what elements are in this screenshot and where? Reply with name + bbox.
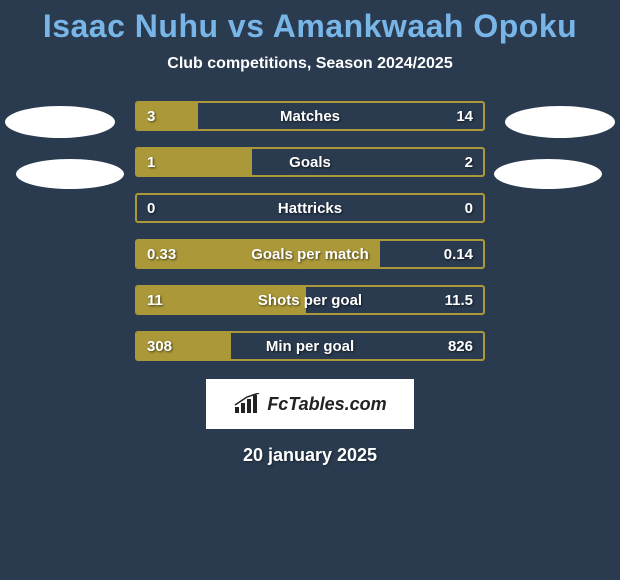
stat-left-value: 3: [147, 108, 155, 125]
stat-left-value: 308: [147, 338, 172, 355]
stat-right-value: 826: [448, 338, 473, 355]
stat-right-value: 0.14: [444, 246, 473, 263]
subtitle: Club competitions, Season 2024/2025: [0, 55, 620, 73]
stat-left-value: 0: [147, 200, 155, 217]
stat-right-value: 11.5: [445, 292, 473, 309]
stat-label: Shots per goal: [258, 292, 362, 309]
stat-label: Hattricks: [278, 200, 342, 217]
player-right-avatar-1: [505, 106, 615, 138]
logo-box: FcTables.com: [206, 379, 414, 429]
stat-right-value: 2: [465, 154, 473, 171]
stat-label: Goals per match: [251, 246, 369, 263]
stat-label: Matches: [280, 108, 340, 125]
stat-right-value: 14: [456, 108, 473, 125]
stat-left-value: 1: [147, 154, 155, 171]
logo-text: FcTables.com: [267, 394, 386, 415]
player-left-avatar-1: [5, 106, 115, 138]
chart-icon: [233, 393, 261, 415]
stat-label: Goals: [289, 154, 331, 171]
stat-row-hattricks: 0 Hattricks 0: [135, 193, 485, 223]
stat-label: Min per goal: [266, 338, 354, 355]
page-title: Isaac Nuhu vs Amankwaah Opoku: [0, 8, 620, 45]
player-left-avatar-2: [16, 159, 124, 189]
stat-left-value: 0.33: [147, 246, 176, 263]
stat-row-shots-per-goal: 11 Shots per goal 11.5: [135, 285, 485, 315]
player-right-avatar-2: [494, 159, 602, 189]
stat-left-value: 11: [147, 292, 163, 309]
stat-row-goals: 1 Goals 2: [135, 147, 485, 177]
comparison-card: Isaac Nuhu vs Amankwaah Opoku Club compe…: [0, 0, 620, 466]
stat-row-matches: 3 Matches 14: [135, 101, 485, 131]
stat-right-value: 0: [465, 200, 473, 217]
stat-bars: 3 Matches 14 1 Goals 2 0 Hattricks 0 0.3…: [135, 101, 485, 361]
stat-row-goals-per-match: 0.33 Goals per match 0.14: [135, 239, 485, 269]
date-label: 20 january 2025: [0, 445, 620, 466]
stats-area: 3 Matches 14 1 Goals 2 0 Hattricks 0 0.3…: [0, 101, 620, 361]
stat-row-min-per-goal: 308 Min per goal 826: [135, 331, 485, 361]
